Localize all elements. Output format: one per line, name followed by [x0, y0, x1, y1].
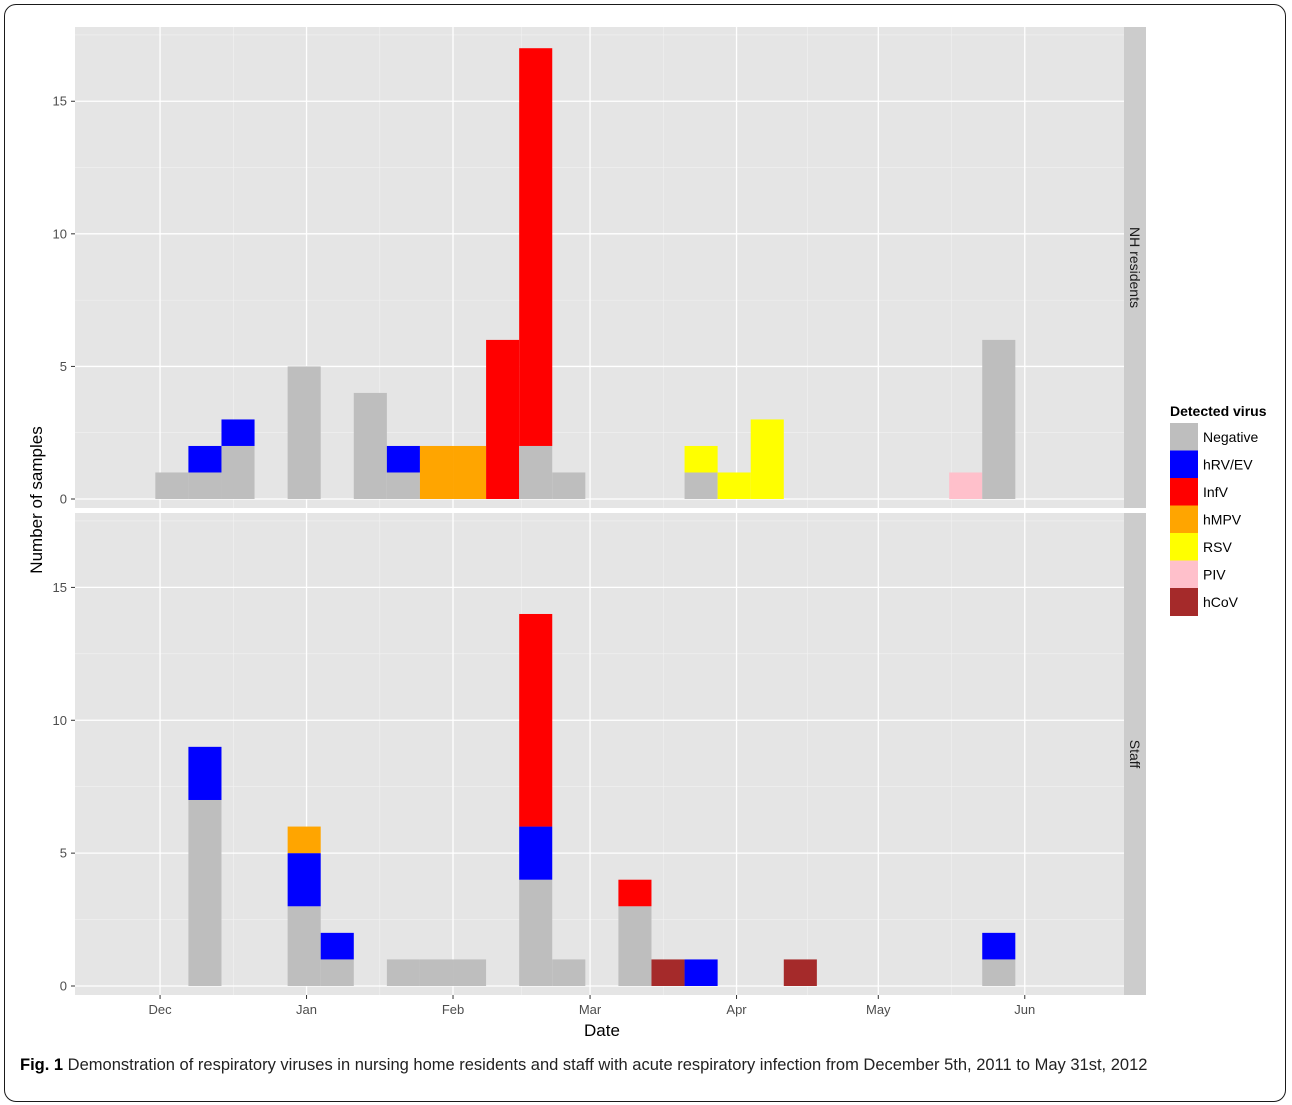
- y-tick-label: 5: [60, 846, 67, 861]
- bar-rsv-2012-04-04: [750, 419, 784, 499]
- x-tick-label: May: [866, 1002, 891, 1017]
- bar-negative-2012-05-23: [982, 339, 1016, 499]
- bar-negative-2012-05-23: [982, 959, 1016, 986]
- panel-nh-residents: 0 5 10 15 NH residents: [53, 27, 1146, 508]
- bar-rsv-2012-03-28: [717, 472, 751, 499]
- bar-negative-2012-01-11: [353, 392, 387, 499]
- legend-swatch-negative: [1170, 423, 1198, 451]
- bar-negative-2011-12-28: [287, 906, 321, 986]
- facet-strip: [1124, 513, 1146, 995]
- x-tick-label: Mar: [579, 1002, 602, 1017]
- panel-staff: 0 5 10 15 Staff Dec Jan Feb Mar Apr May Jun: [53, 513, 1146, 1017]
- bar-negative-2012-02-22: [552, 472, 586, 499]
- y-tick-label: 10: [53, 226, 67, 241]
- legend-swatch-hrv-ev: [1170, 450, 1198, 479]
- bar-hmpv-2011-12-28: [287, 826, 321, 854]
- bar-hrv-ev-2012-03-21: [684, 959, 718, 986]
- bar-infv-2012-03-07: [618, 879, 652, 907]
- bar-negative-2012-03-21: [684, 472, 718, 499]
- bar-hrv-ev-2012-05-23: [982, 932, 1016, 960]
- legend-swatch-infv: [1170, 478, 1198, 506]
- legend-label-hrv-ev: hRV/EV: [1203, 457, 1253, 473]
- bar-negative-2012-01-25: [419, 959, 454, 986]
- bar-negative-2012-02-22: [552, 959, 586, 986]
- facet-strip-label: NH residents: [1127, 227, 1143, 308]
- legend-label-infv: InfV: [1203, 484, 1229, 500]
- facet-strip-label: Staff: [1127, 740, 1143, 769]
- y-tick-label: 10: [53, 713, 67, 728]
- y-axis-title: Number of samples: [27, 426, 46, 573]
- bar-hrv-ev-2011-12-07: [188, 445, 222, 473]
- bar-hrv-ev-2012-01-18: [386, 445, 420, 473]
- x-tick-label: Jun: [1014, 1002, 1035, 1017]
- legend-label-rsv: RSV: [1203, 539, 1232, 555]
- bar-negative-2012-01-04: [320, 959, 354, 986]
- y-tick-label: 0: [60, 492, 67, 507]
- legend-swatch-hcov: [1170, 588, 1198, 616]
- legend-label-hmpv: hMPV: [1203, 512, 1242, 528]
- respiratory-virus-chart: 0 5 10 15 NH residents 0 5 10 15 Staff Dec Jan Feb Ma…: [27, 27, 1267, 1040]
- bar-negative-2011-11-30: [155, 472, 189, 499]
- x-tick-label: Apr: [726, 1002, 747, 1017]
- caption-text: Demonstration of respiratory viruses in …: [63, 1056, 1148, 1074]
- bar-piv-2012-05-16: [949, 472, 983, 499]
- facet-strip: [1124, 27, 1146, 508]
- bar-negative-2012-02-15: [519, 445, 553, 499]
- y-tick-label: 0: [60, 979, 67, 994]
- bar-hrv-ev-2012-02-15: [519, 826, 553, 880]
- bar-hcov-2012-03-14: [651, 959, 685, 986]
- bar-negative-2011-12-07: [188, 472, 222, 499]
- bar-negative-2012-03-07: [618, 906, 652, 986]
- x-tick-label: Dec: [148, 1002, 172, 1017]
- legend-swatch-piv: [1170, 560, 1198, 589]
- bar-negative-2011-12-07: [188, 799, 222, 986]
- legend-label-negative: Negative: [1203, 429, 1258, 445]
- legend-title: Detected virus: [1170, 403, 1267, 419]
- x-tick-label: Jan: [296, 1002, 317, 1017]
- bar-negative-2012-01-18: [386, 959, 420, 986]
- bar-hrv-ev-2011-12-07: [188, 746, 222, 800]
- legend-swatch-hmpv: [1170, 505, 1198, 534]
- bar-hmpv-2012-02-01: [453, 445, 487, 499]
- legend: Detected virus Negative hRV/EV InfV hMPV RSV…: [1170, 403, 1267, 616]
- legend-label-piv: PIV: [1203, 567, 1226, 583]
- panel-background: [75, 513, 1124, 995]
- caption-label: Fig. 1: [20, 1056, 64, 1074]
- bar-infv-2012-02-15: [519, 613, 553, 827]
- bar-infv-2012-02-08: [486, 339, 520, 499]
- legend-label-hcov: hCoV: [1203, 594, 1239, 610]
- legend-swatch-rsv: [1170, 533, 1198, 561]
- y-tick-label: 5: [60, 359, 67, 374]
- figure-caption: Fig. 1 Demonstration of respiratory viru…: [20, 1052, 1275, 1078]
- y-tick-label: 15: [53, 94, 67, 109]
- bar-hmpv-2012-01-25: [419, 445, 454, 499]
- bar-rsv-2012-03-21: [684, 445, 718, 473]
- bar-hrv-ev-2012-01-04: [320, 932, 354, 960]
- x-axis-title: Date: [584, 1021, 620, 1040]
- bar-hcov-2012-04-11: [783, 959, 817, 986]
- bar-infv-2012-02-15: [519, 48, 553, 446]
- bar-negative-2012-02-01: [453, 959, 487, 986]
- bar-negative-2012-01-18: [386, 472, 420, 499]
- bar-negative-2012-02-15: [519, 879, 553, 986]
- bar-hrv-ev-2011-12-14: [221, 419, 255, 446]
- x-tick-label: Feb: [442, 1002, 464, 1017]
- bar-negative-2011-12-14: [221, 445, 255, 499]
- y-tick-label: 15: [53, 580, 67, 595]
- bar-negative-2011-12-28: [287, 366, 321, 499]
- bar-hrv-ev-2011-12-28: [287, 853, 321, 907]
